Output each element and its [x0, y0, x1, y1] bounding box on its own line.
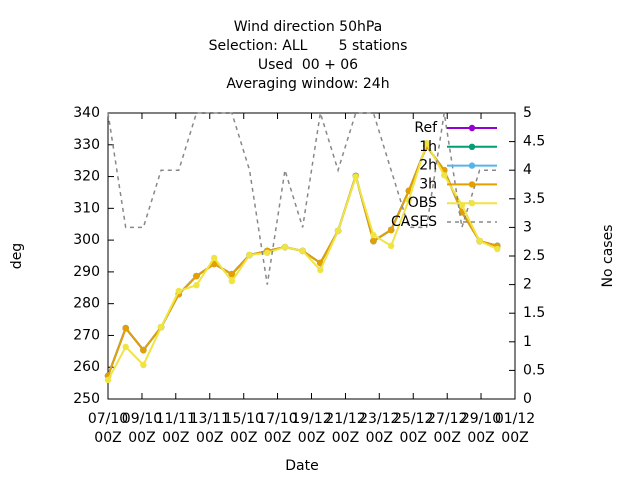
x-tick-label: 27/12 00Z	[427, 411, 467, 446]
point	[494, 245, 501, 253]
point	[317, 266, 324, 274]
x-tick-label: 01/12 00Z	[495, 411, 535, 446]
series-line	[107, 143, 498, 377]
chart-title: Wind direction 50hPa	[234, 19, 383, 35]
point	[193, 272, 200, 280]
series-line	[107, 143, 498, 377]
point	[228, 270, 236, 278]
legend-marker	[468, 181, 476, 188]
series-line	[107, 140, 498, 381]
y-tick-label: 280	[73, 296, 100, 312]
point	[157, 323, 165, 331]
point	[210, 254, 218, 262]
point	[370, 237, 377, 245]
y-tick-label: 250	[73, 391, 100, 407]
point	[246, 251, 253, 259]
chart-title: Selection: ALL 5 stations	[209, 38, 408, 54]
point	[210, 260, 218, 268]
point	[228, 277, 236, 285]
x-tick-label: 23/12 00Z	[359, 411, 399, 446]
y-tick-label: 290	[73, 264, 100, 280]
y-tick-label: 330	[73, 137, 100, 153]
x-tick-label: 29/10 00Z	[461, 411, 501, 446]
point	[104, 376, 112, 384]
y2-tick-label: 5	[523, 105, 532, 121]
y-tick-label: 310	[73, 200, 100, 216]
point	[299, 247, 306, 255]
y-axis-label: deg	[9, 243, 25, 269]
x-tick-label: 25/12 00Z	[393, 411, 433, 446]
x-tick-label: 21/12 00Z	[325, 411, 365, 446]
point	[193, 282, 200, 289]
legend-label: 1h	[419, 139, 437, 155]
y2-tick-label: 0.5	[523, 362, 545, 378]
point	[122, 324, 129, 332]
chart-title: Averaging window: 24h	[226, 76, 389, 92]
x-axis-label: Date	[285, 458, 318, 474]
point	[264, 249, 271, 257]
y-tick-label: 320	[73, 169, 100, 185]
legend-marker	[468, 162, 476, 169]
point	[352, 173, 359, 181]
x-tick-label: 17/10 00Z	[257, 411, 297, 446]
legend-label: 3h	[419, 176, 437, 192]
series-line	[107, 143, 498, 377]
legend-label: OBS	[408, 195, 437, 211]
point	[387, 242, 395, 250]
y-tick-label: 300	[73, 232, 100, 248]
y2-tick-label: 1.5	[523, 305, 545, 321]
point	[122, 343, 129, 351]
y2-tick-label: 2	[523, 277, 532, 293]
y2-tick-label: 4.5	[523, 134, 545, 150]
point	[370, 231, 377, 239]
x-tick-label: 09/10 00Z	[122, 411, 162, 446]
x-tick-label: 19/12 00Z	[291, 411, 331, 446]
x-tick-label: 15/10 00Z	[224, 411, 264, 446]
legend-marker	[468, 200, 476, 207]
legend-marker	[468, 124, 476, 132]
y2-tick-label: 0	[523, 391, 532, 407]
y-tick-label: 340	[73, 105, 100, 121]
point	[423, 139, 430, 147]
series-line	[107, 112, 498, 285]
point	[441, 172, 448, 179]
series-line	[107, 143, 498, 377]
legend-label: 2h	[419, 158, 437, 174]
x-tick-label: 11/11 00Z	[156, 411, 196, 446]
point	[140, 361, 147, 369]
y-tick-label: 260	[73, 359, 100, 375]
x-tick-label: 07/10 00Z	[88, 411, 128, 446]
y2-tick-label: 3	[523, 219, 532, 235]
x-tick-label: 13/11 00Z	[190, 411, 230, 446]
y2-tick-label: 3.5	[523, 191, 545, 207]
legend-label: Ref	[414, 120, 438, 136]
point	[334, 227, 342, 235]
point	[476, 237, 483, 245]
legend-label: CASES	[391, 214, 437, 230]
point	[405, 196, 413, 204]
y2-tick-label: 1	[523, 334, 532, 350]
point	[140, 346, 147, 354]
legend-marker	[468, 143, 476, 150]
point	[175, 287, 182, 295]
y-tick-label: 270	[73, 327, 100, 343]
chart-title: Used 00 + 06	[258, 57, 358, 73]
y2-tick-label: 4	[523, 162, 532, 178]
point	[281, 243, 289, 251]
y2-axis-label: No cases	[600, 225, 616, 288]
point	[387, 226, 395, 234]
y2-tick-label: 2.5	[523, 248, 545, 264]
